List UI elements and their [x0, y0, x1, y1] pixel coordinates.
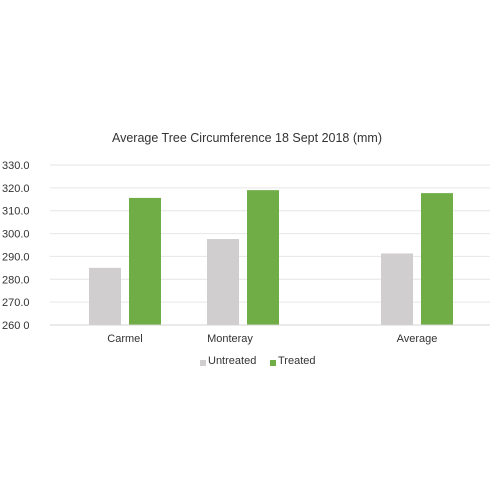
bars: [89, 190, 453, 325]
y-tick-label: 320.0: [2, 183, 30, 195]
y-tick-label: 330.0: [2, 160, 30, 172]
legend-label-untreated: Untreated: [208, 355, 256, 367]
legend-swatch-treated: [270, 360, 276, 366]
bar-treated-monteray: [247, 190, 279, 325]
bar-untreated-monteray: [207, 239, 239, 325]
y-axis-ticks: 260 0 270.0 280.0 290.0 300.0 310.0 320.0 330.0: [2, 160, 30, 332]
legend: Untreated Treated: [200, 355, 316, 367]
chart-title: Average Tree Circumference 18 Sept 2018 …: [112, 131, 382, 145]
x-category-label: Carmel: [107, 333, 142, 345]
x-category-label: Average: [397, 333, 438, 345]
y-tick-label: 300.0: [2, 229, 30, 241]
bar-untreated-average: [381, 253, 413, 325]
y-tick-label: 260 0: [2, 320, 30, 332]
bar-treated-carmel: [129, 197, 161, 325]
y-tick-label: 290.0: [2, 251, 30, 263]
x-axis-categories: Carmel Monteray Average: [107, 333, 437, 345]
legend-label-treated: Treated: [278, 355, 316, 367]
x-category-label: Monteray: [207, 333, 253, 345]
legend-swatch-untreated: [200, 360, 206, 366]
y-tick-label: 280.0: [2, 274, 30, 286]
y-tick-label: 310.0: [2, 206, 30, 218]
bar-treated-average: [421, 193, 453, 325]
y-tick-label: 270.0: [2, 297, 30, 309]
bar-untreated-carmel: [89, 267, 121, 325]
